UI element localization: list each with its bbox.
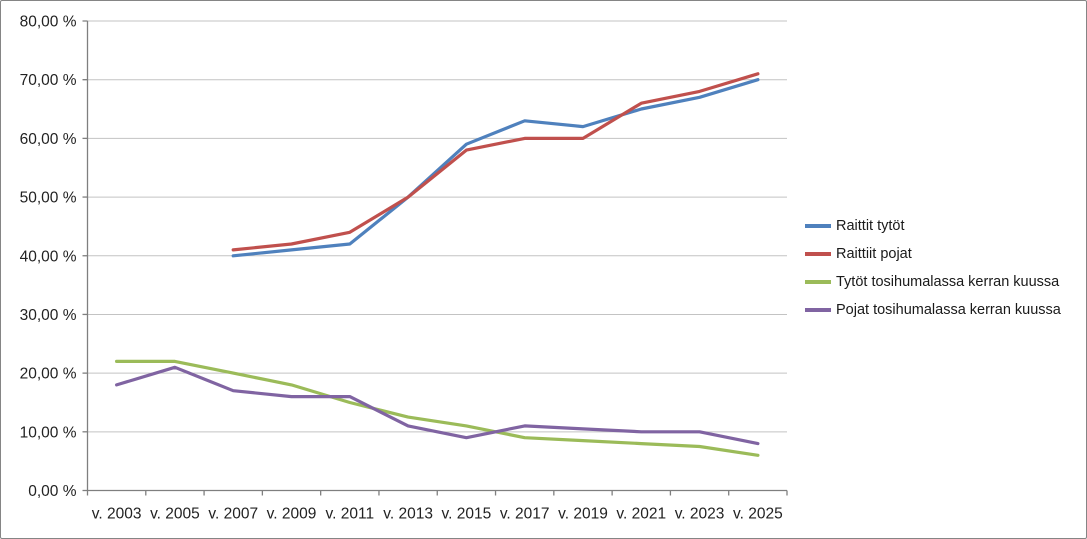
- axes: [82, 20, 788, 496]
- series-line: [231, 72, 760, 252]
- x-axis-tick-label: v. 2013: [383, 506, 433, 523]
- legend-item: Pojat tosihumalassa kerran kuussa: [805, 300, 1061, 320]
- x-axis-tick-label: v. 2011: [326, 506, 375, 523]
- legend-line-swatch: [805, 280, 831, 284]
- y-axis-tick-label: 20,00 %: [20, 366, 77, 383]
- x-axis-tick-label: v. 2025: [733, 506, 783, 523]
- legend-line-swatch: [805, 308, 831, 312]
- x-axis-tick-label: v. 2009: [267, 506, 317, 523]
- series-lines: [114, 72, 760, 457]
- y-axis-tick-label: 0,00 %: [28, 483, 76, 500]
- legend-item-label: Raittiit pojat: [836, 246, 912, 262]
- legend-item: Raittiit pojat: [805, 244, 1061, 264]
- y-axis-labels: 0,00 % 10,00 % 20,00 % 30,00 % 40,00 % 50,00 …: [20, 14, 77, 501]
- y-axis-tick-label: 50,00 %: [20, 190, 77, 207]
- legend-item: Tytöt tosihumalassa kerran kuussa: [805, 272, 1061, 292]
- series-line: [231, 78, 760, 258]
- x-axis-tick-label: v. 2015: [442, 506, 492, 523]
- x-axis-tick-label: v. 2021: [616, 506, 666, 523]
- series-line: [114, 365, 760, 446]
- y-axis-tick-label: 30,00 %: [20, 307, 77, 324]
- x-axis-tick-label: v. 2005: [150, 506, 200, 523]
- y-axis-tick-label: 40,00 %: [20, 248, 77, 265]
- y-axis-tick-label: 70,00 %: [20, 72, 77, 89]
- legend-line-swatch: [805, 224, 831, 228]
- x-axis-tick-label: v. 2023: [675, 506, 725, 523]
- y-axis-tick-label: 10,00 %: [20, 424, 77, 441]
- series-line: [114, 359, 760, 457]
- legend-item-label: Pojat tosihumalassa kerran kuussa: [836, 302, 1061, 318]
- legend-item-label: Raittit tytöt: [836, 218, 905, 234]
- legend-line-swatch: [805, 252, 831, 256]
- y-axis-tick-label: 60,00 %: [20, 131, 77, 148]
- x-axis-tick-label: v. 2019: [558, 506, 608, 523]
- chart-legend: Raittit tytöt Raittiit pojat Tytöt tosihum…: [805, 216, 1061, 320]
- x-axis-tick-label: v. 2017: [500, 506, 550, 523]
- gridlines: [87, 20, 787, 433]
- x-axis-tick-label: v. 2003: [92, 506, 142, 523]
- legend-item-label: Tytöt tosihumalassa kerran kuussa: [836, 274, 1060, 290]
- y-axis-tick-label: 80,00 %: [20, 14, 77, 31]
- legend-item: Raittit tytöt: [805, 216, 1061, 236]
- x-axis-labels: v. 2003 v. 2005 v. 2007 v. 2009 v. 2011 v. 20…: [92, 506, 783, 523]
- x-axis-tick-label: v. 2007: [208, 506, 258, 523]
